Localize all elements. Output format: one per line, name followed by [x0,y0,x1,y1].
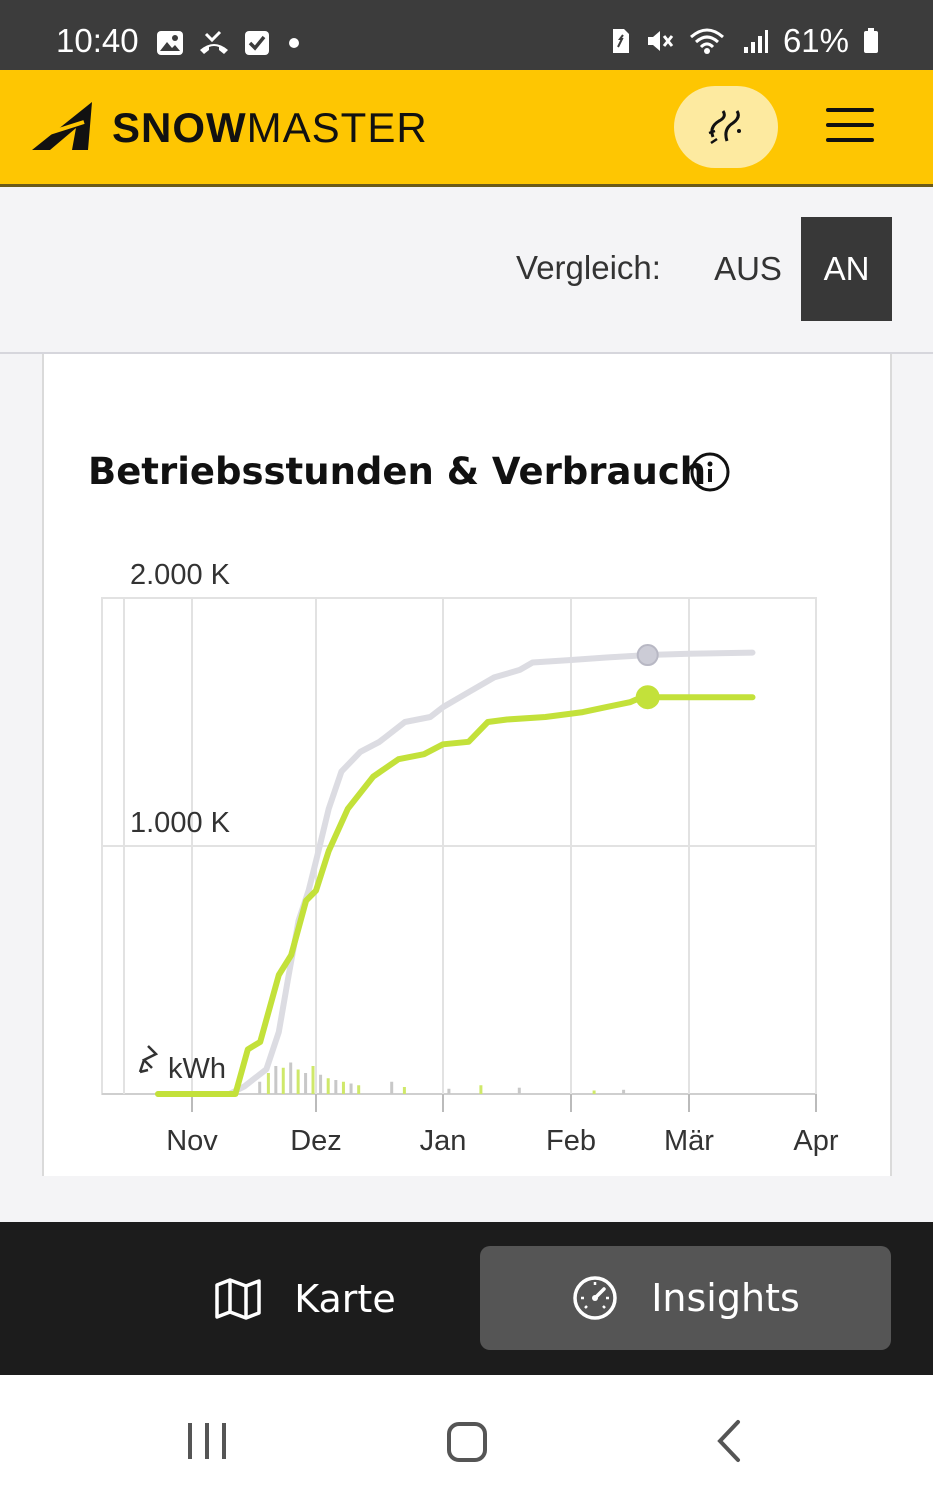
x-tick-label: Jan [420,1125,467,1157]
compare-on-option[interactable]: AN [801,217,892,321]
app-header: SNOWMASTER [0,70,933,187]
menu-line-icon [826,138,874,142]
brand-name-light: MASTER [246,104,428,151]
menu-line-icon [826,108,874,112]
y-tick-label: 1.000 K [130,807,231,839]
compare-off-option[interactable]: AUS [714,250,782,287]
back-icon[interactable] [714,1419,744,1463]
consumption-card: Betriebsstunden & Verbrauch 1.000 K 2.000… [42,354,892,1176]
consumption-bar [281,1067,285,1094]
card-title: Betriebsstunden & Verbrauch [88,450,707,493]
consumption-bar [289,1062,293,1094]
wifi-icon [689,28,724,54]
consumption-bar [357,1085,361,1094]
consumption-bar [274,1066,278,1094]
chart-grid [101,597,817,1112]
recent-apps-icon[interactable] [186,1421,228,1461]
consumption-bar [517,1087,521,1094]
consumption-bar [341,1081,345,1094]
nav-map-label: Karte [294,1277,396,1321]
gallery-icon [157,31,183,55]
info-icon[interactable] [690,452,730,492]
consumption-bar [319,1074,323,1094]
consumption-bar [349,1083,353,1094]
compare-label: Vergleich: [516,249,661,286]
battery-percent: 61% [782,22,849,59]
x-tick-label: Nov [166,1125,218,1157]
consumption-bar [266,1073,270,1094]
consumption-bar [326,1078,330,1094]
consumption-bar [592,1090,596,1094]
comparison-series-line [155,649,756,1097]
logo-mark-icon [32,102,92,150]
hamburger-menu-button[interactable] [826,108,874,148]
consumption-chart: 1.000 K 2.000 K Nov Dez Jan Feb Mär Apr kWh [101,559,839,1157]
map-icon [215,1278,262,1320]
x-tick-label: Apr [793,1125,838,1157]
consumption-bar [304,1073,308,1094]
chart-series [155,644,756,1097]
comparison-marker [636,644,659,667]
current-series-line [155,694,756,1097]
energy-bolt-icon [138,1045,159,1074]
missed-call-icon [200,30,228,54]
consumption-bar [402,1087,406,1094]
unit-label: kWh [168,1053,226,1085]
menu-line-icon [826,123,874,127]
system-navigation-bar [0,1375,933,1500]
nav-map-tab[interactable]: Karte [160,1248,450,1350]
signal-icon [743,30,768,53]
brand-name-bold: SNOW [112,104,247,151]
x-tick-label: Dez [290,1125,342,1157]
nav-insights-tab[interactable]: Insights [480,1246,891,1350]
consumption-bar [390,1081,394,1094]
status-time: 10:40 [56,22,139,59]
consumption-bar [296,1069,300,1094]
home-icon[interactable] [446,1421,488,1463]
brand-logo[interactable]: SNOWMASTER [32,102,428,154]
speedometer-icon [573,1276,617,1320]
sim-icon [612,29,629,53]
snow-gun-icon [708,110,741,145]
mute-icon [647,31,674,51]
unit-label-group: kWh [138,1045,226,1085]
current-marker [635,685,660,710]
nav-insights-label: Insights [651,1276,800,1320]
notification-icons [156,30,304,56]
bottom-navigation: Karte Insights [0,1222,933,1375]
consumption-bar [258,1081,262,1094]
x-tick-label: Feb [546,1125,596,1157]
status-right: 61% [609,22,879,60]
dot-icon [289,38,299,48]
chart-labels: 1.000 K 2.000 K Nov Dez Jan Feb Mär Apr [130,559,839,1157]
battery-icon [864,28,878,53]
consumption-bar [479,1085,483,1094]
consumption-bar [622,1089,626,1094]
snow-gun-button[interactable] [674,86,778,168]
status-bar: 10:40 61% [0,0,933,70]
compare-toolbar: Vergleich: AUS AN [0,187,933,354]
consumption-bar [311,1066,315,1094]
chart-bars [258,1062,626,1094]
consumption-bar [334,1080,338,1094]
x-tick-label: Mär [664,1125,714,1157]
y-tick-label: 2.000 K [130,559,231,591]
consumption-bar [447,1088,451,1094]
checkbox-icon [245,31,269,55]
brand-name: SNOWMASTER [112,104,428,152]
